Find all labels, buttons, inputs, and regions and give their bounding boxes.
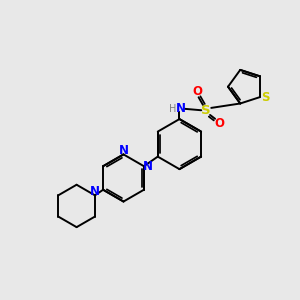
Text: N: N bbox=[90, 185, 100, 198]
Text: O: O bbox=[214, 117, 224, 130]
Text: H: H bbox=[169, 104, 177, 114]
Text: N: N bbox=[176, 102, 186, 115]
Text: N: N bbox=[143, 160, 153, 173]
Text: N: N bbox=[118, 144, 128, 158]
Text: S: S bbox=[201, 104, 211, 117]
Text: O: O bbox=[193, 85, 203, 98]
Text: S: S bbox=[261, 92, 269, 104]
